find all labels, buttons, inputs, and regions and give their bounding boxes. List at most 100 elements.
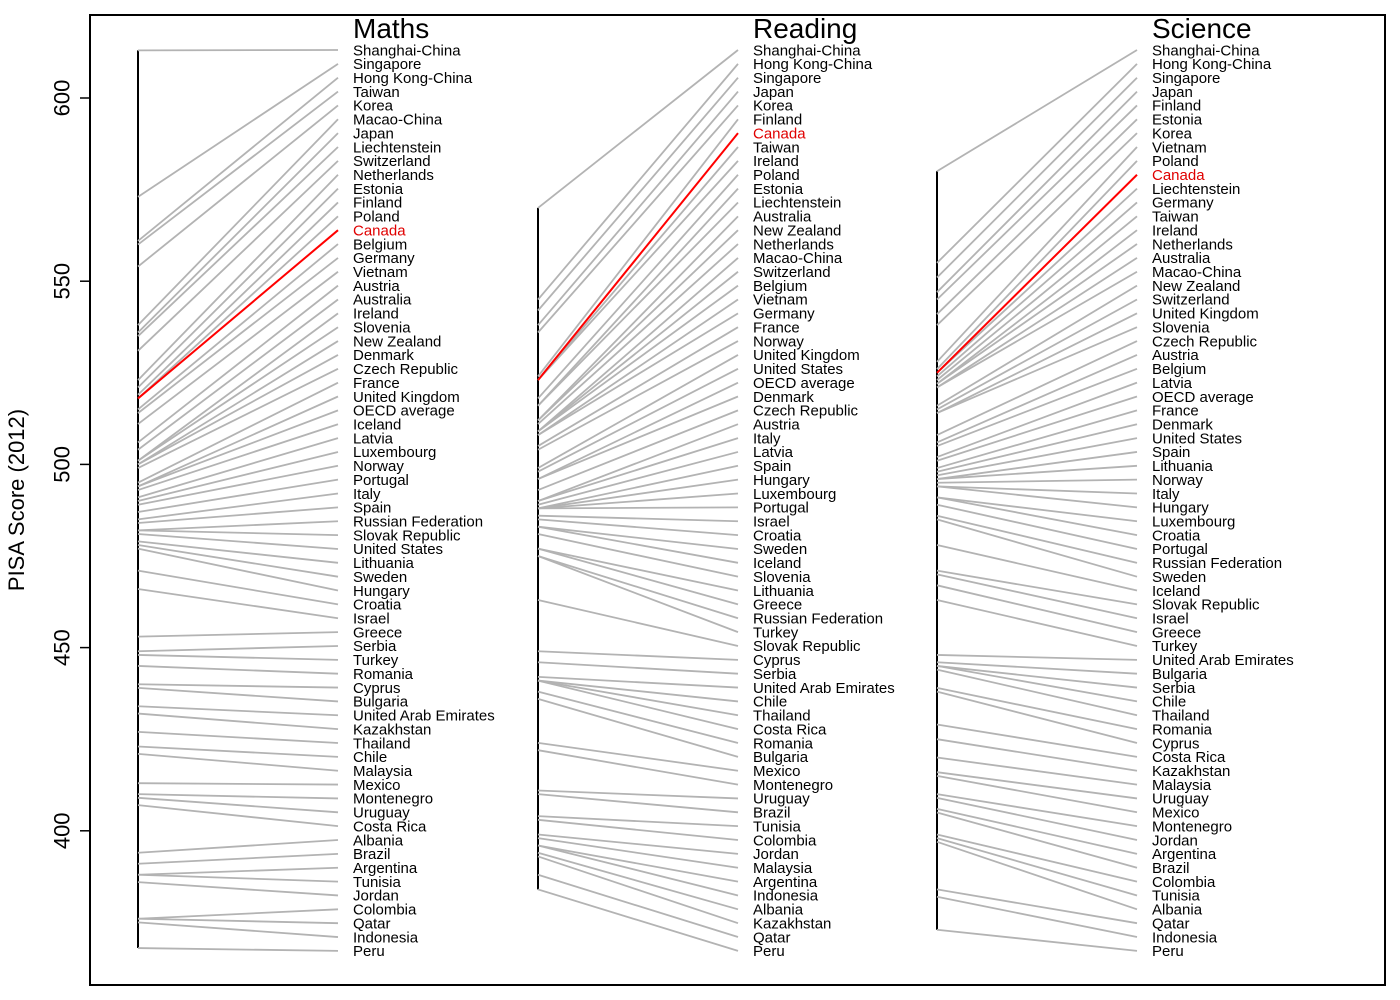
slope-line-kazakhstan bbox=[537, 855, 739, 925]
slope-line-canada bbox=[936, 174, 1138, 374]
slope-line-germany bbox=[537, 312, 739, 436]
slope-line-slovenia bbox=[537, 533, 739, 578]
country-label: Czech Republic bbox=[753, 403, 859, 420]
country-label: Korea bbox=[1152, 125, 1193, 142]
slope-line-thailand bbox=[936, 668, 1138, 717]
country-label: Belgium bbox=[1152, 361, 1206, 378]
country-label: Vietnam bbox=[353, 264, 408, 281]
country-label: Australia bbox=[753, 209, 812, 226]
slope-line-turkey bbox=[137, 654, 339, 661]
country-label: Shanghai-China bbox=[1152, 42, 1260, 59]
country-label: Finland bbox=[353, 195, 402, 212]
slope-line-mexico bbox=[936, 774, 1138, 814]
country-label: Qatar bbox=[353, 915, 391, 932]
country-label: Albania bbox=[1152, 902, 1203, 919]
country-label: Montenegro bbox=[1152, 818, 1232, 835]
slope-line-portugal bbox=[537, 506, 739, 510]
country-label: Macao-China bbox=[753, 250, 843, 267]
country-label: Bulgaria bbox=[753, 749, 809, 766]
slope-line-bulgaria bbox=[537, 698, 739, 758]
slope-line-uruguay bbox=[936, 771, 1138, 800]
slope-line-korea bbox=[537, 104, 739, 334]
slope-line-kazakhstan bbox=[137, 712, 339, 731]
slope-line-poland bbox=[537, 174, 739, 400]
country-label: Hong Kong-China bbox=[1152, 56, 1272, 73]
slope-line-tunisia bbox=[137, 873, 339, 883]
slope-line-croatia bbox=[137, 569, 339, 606]
slope-line-brazil bbox=[537, 793, 739, 814]
country-label: Italy bbox=[353, 486, 381, 503]
country-label: France bbox=[1152, 403, 1199, 420]
country-label: Kazakhstan bbox=[353, 721, 431, 738]
country-label: United Kingdom bbox=[353, 389, 460, 406]
slope-line-iceland bbox=[137, 423, 339, 491]
country-label: Estonia bbox=[353, 181, 404, 198]
country-label: Vietnam bbox=[1152, 139, 1207, 156]
country-label: Qatar bbox=[753, 929, 791, 946]
country-label: Argentina bbox=[353, 860, 418, 877]
slope-line-estonia bbox=[537, 187, 739, 407]
country-label: Switzerland bbox=[353, 153, 431, 170]
slope-line-italy bbox=[137, 492, 339, 521]
country-label: Uruguay bbox=[753, 791, 810, 808]
slope-line-spain bbox=[137, 506, 339, 524]
slope-line-taiwan bbox=[137, 90, 339, 246]
country-label: Costa Rica bbox=[753, 721, 827, 738]
country-label: Hong Kong-China bbox=[353, 70, 473, 87]
slope-line-qatar bbox=[537, 873, 739, 938]
slope-line-croatia bbox=[537, 518, 739, 536]
panel-title: Maths bbox=[353, 13, 429, 44]
country-label: Finland bbox=[1152, 98, 1201, 115]
country-label: Malaysia bbox=[753, 860, 813, 877]
slope-line-norway bbox=[137, 464, 339, 506]
slope-line-united-arab-emirates bbox=[936, 654, 1138, 661]
slope-line-shanghai-china bbox=[537, 49, 739, 209]
slope-line-sweden bbox=[936, 518, 1138, 578]
slope-line-bulgaria bbox=[137, 687, 339, 703]
slope-line-poland bbox=[936, 160, 1138, 370]
slope-line-austria bbox=[137, 284, 339, 444]
country-label: Brazil bbox=[353, 846, 391, 863]
slope-line-greece bbox=[936, 584, 1138, 633]
country-label: Peru bbox=[753, 943, 785, 960]
slope-line-malaysia bbox=[137, 752, 339, 772]
country-label: Sweden bbox=[353, 569, 407, 586]
slope-line-indonesia bbox=[137, 921, 339, 938]
slope-line-hungary bbox=[137, 547, 339, 592]
slope-line-germany bbox=[936, 201, 1138, 378]
slope-line-bulgaria bbox=[936, 661, 1138, 675]
country-label: Albania bbox=[753, 902, 804, 919]
country-label: Israel bbox=[753, 513, 790, 530]
country-label: Jordan bbox=[353, 888, 399, 905]
country-label: Romania bbox=[753, 735, 814, 752]
country-label: Turkey bbox=[753, 624, 799, 641]
country-label: Hong Kong-China bbox=[753, 56, 873, 73]
country-label: Spain bbox=[1152, 444, 1190, 461]
country-label: Portugal bbox=[1152, 541, 1208, 558]
slope-line-vietnam bbox=[936, 146, 1138, 363]
country-label: Taiwan bbox=[753, 139, 800, 156]
slope-line-peru bbox=[537, 888, 739, 952]
country-label: Norway bbox=[353, 458, 404, 475]
slope-line-liechtenstein bbox=[137, 146, 339, 337]
country-label: New Zealand bbox=[1152, 278, 1240, 295]
country-label: Latvia bbox=[353, 430, 394, 447]
slope-line-finland bbox=[137, 201, 339, 396]
country-label: Macao-China bbox=[1152, 264, 1242, 281]
slope-line-lithuania bbox=[537, 547, 739, 592]
country-label: Korea bbox=[753, 98, 794, 115]
slope-line-taiwan bbox=[936, 215, 1138, 381]
country-label: Netherlands bbox=[753, 236, 834, 253]
slope-line-cyprus bbox=[537, 650, 739, 661]
slope-line-slovak-republic bbox=[537, 599, 739, 647]
country-label: Denmark bbox=[353, 347, 414, 364]
country-label: Slovak Republic bbox=[353, 527, 461, 544]
country-label: Colombia bbox=[753, 832, 817, 849]
country-label: Shanghai-China bbox=[753, 42, 861, 59]
country-label: Latvia bbox=[753, 444, 794, 461]
slope-line-macao-china bbox=[936, 270, 1138, 389]
country-label: Canada bbox=[353, 222, 406, 239]
country-label: Liechtenstein bbox=[753, 195, 841, 212]
